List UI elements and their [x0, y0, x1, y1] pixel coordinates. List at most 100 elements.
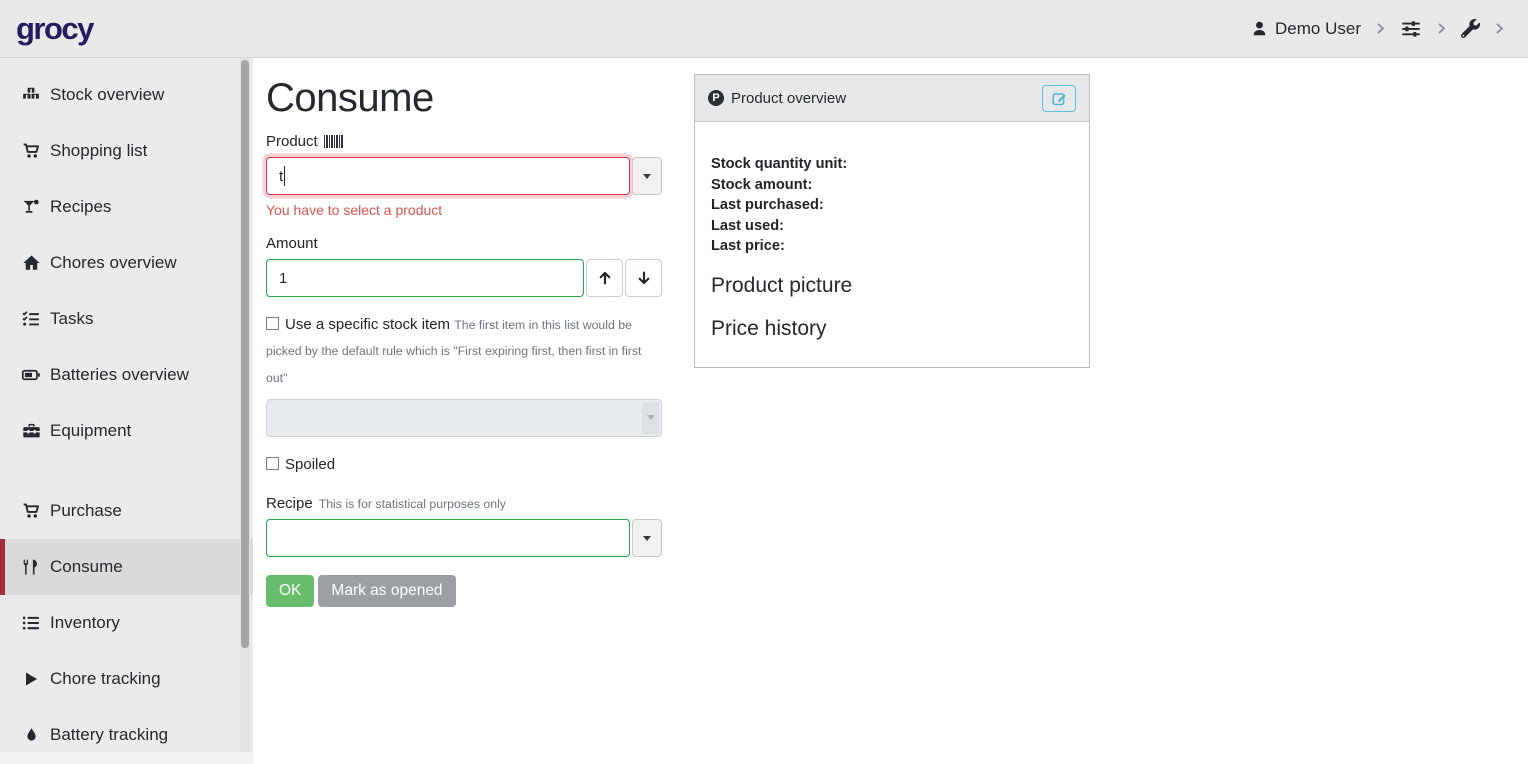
grocy-logo[interactable]: grocy	[16, 10, 94, 46]
chevron-right-icon	[1374, 22, 1387, 35]
card-header: P Product overview	[695, 75, 1089, 122]
form-buttons: OK Mark as opened	[266, 575, 662, 607]
boxes-icon	[21, 86, 41, 104]
spoiled-checkbox[interactable]	[266, 456, 279, 470]
mark-as-opened-button[interactable]: Mark as opened	[318, 575, 456, 607]
amount-input-value: 1	[279, 269, 288, 287]
spoiled-row: Spoiled	[266, 452, 662, 478]
main-content: Consume Product t You have to select a p…	[253, 58, 1528, 764]
sidebar-item-shopping-list[interactable]: Shopping list	[0, 123, 253, 179]
product-overview-card: P Product overview Stock quantity unit: …	[694, 74, 1090, 368]
consume-form: Consume Product t You have to select a p…	[266, 70, 662, 607]
edit-product-button[interactable]	[1042, 84, 1076, 112]
sidebar-item-label: Inventory	[50, 613, 120, 632]
utensils-icon	[21, 558, 41, 576]
ok-button[interactable]: OK	[266, 575, 315, 607]
product-icon: P	[708, 90, 724, 106]
play-icon	[21, 670, 41, 688]
page-title: Consume	[266, 76, 434, 120]
sidebar-item-purchase[interactable]: Purchase	[0, 483, 253, 539]
recipe-combobox	[266, 519, 662, 557]
top-navbar: grocy Demo User	[0, 0, 1528, 58]
shopping-cart-icon	[21, 502, 41, 520]
recipe-dropdown-button[interactable]	[632, 519, 662, 557]
specific-stock-item-row: Use a specific stock item The first item…	[266, 312, 662, 391]
sidebar-item-chores-overview[interactable]: Chores overview	[0, 235, 253, 291]
price-history-heading: Price history	[711, 316, 827, 340]
amount-row: 1	[266, 259, 662, 297]
sidebar-scrollbar-thumb[interactable]	[241, 60, 249, 648]
text-cursor	[284, 166, 286, 186]
caret-down-icon	[643, 535, 651, 541]
sidebar-item-recipes[interactable]: Recipes	[0, 179, 253, 235]
sidebar-item-label: Recipes	[50, 197, 112, 216]
amount-decrement-button[interactable]	[625, 259, 662, 297]
wrench-icon	[1461, 19, 1480, 38]
product-dropdown-button[interactable]	[632, 157, 662, 195]
stat-last-price: Last price:	[711, 238, 785, 254]
sidebar-hscrollbar-track	[0, 752, 253, 764]
sidebar-item-label: Stock overview	[50, 85, 165, 104]
sidebar-item-tasks[interactable]: Tasks	[0, 291, 253, 347]
recipe-label-row: Recipe This is for statistical purposes …	[266, 495, 662, 512]
sidebar-item-batteries-overview[interactable]: Batteries overview	[0, 347, 253, 403]
product-overview-panel: P Product overview Stock quantity unit: …	[694, 74, 1090, 368]
sidebar-item-stock-overview[interactable]: Stock overview	[0, 67, 253, 123]
amount-increment-button[interactable]	[586, 259, 623, 297]
user-menu[interactable]: Demo User	[1251, 19, 1361, 39]
user-name: Demo User	[1275, 18, 1361, 38]
list-icon	[21, 614, 41, 632]
product-label: Product	[266, 133, 318, 150]
recipe-hint: This is for statistical purposes only	[318, 496, 506, 511]
card-title-row: P Product overview	[708, 90, 846, 107]
shopping-cart-icon	[21, 142, 41, 160]
sidebar-item-label: Shopping list	[50, 141, 148, 160]
sidebar-item-label: Battery tracking	[50, 725, 169, 744]
battery-icon	[21, 366, 41, 384]
toolbox-icon	[21, 422, 41, 440]
chevron-down-icon	[646, 415, 655, 421]
sidebar-item-label: Chores overview	[50, 253, 177, 272]
sidebar-item-equipment[interactable]: Equipment	[0, 403, 253, 459]
sidebar-item-consume[interactable]: Consume	[0, 539, 253, 595]
specific-stock-item-hint: The first item in this list would be pic…	[266, 318, 642, 385]
sidebar-item-label: Purchase	[50, 501, 122, 520]
sidebar-item-label: Chore tracking	[50, 669, 161, 688]
sidebar-item-label: Equipment	[50, 421, 132, 440]
sidebar-group-divider	[0, 459, 253, 483]
recipe-input[interactable]	[266, 519, 630, 557]
home-icon	[21, 254, 41, 272]
amount-label-row: Amount	[266, 235, 662, 252]
recipe-label: Recipe	[266, 495, 313, 512]
cocktail-icon	[21, 198, 41, 216]
barcode-icon	[323, 135, 343, 148]
sidebar: Stock overview Shopping list Recipes Cho…	[0, 58, 253, 764]
sidebar-item-label: Batteries overview	[50, 365, 189, 384]
chevron-right-icon	[1435, 22, 1448, 35]
product-stats: Stock quantity unit: Stock amount: Last …	[711, 154, 1073, 257]
specific-stock-item-checkbox[interactable]	[266, 317, 279, 330]
sliders-icon	[1400, 19, 1422, 39]
stock-item-select[interactable]	[266, 398, 662, 437]
product-label-row: Product	[266, 133, 662, 150]
edit-icon	[1052, 91, 1067, 106]
sidebar-item-chore-tracking[interactable]: Chore tracking	[0, 651, 253, 707]
caret-down-icon	[643, 173, 651, 179]
sidebar-item-inventory[interactable]: Inventory	[0, 595, 253, 651]
amount-label: Amount	[266, 235, 318, 252]
stat-stock-amount: Stock amount:	[711, 176, 813, 193]
product-error-text: You have to select a product	[266, 202, 443, 218]
select-arrow-zone	[642, 401, 659, 434]
amount-input[interactable]: 1	[266, 259, 584, 297]
sidebar-item-label: Tasks	[50, 309, 94, 328]
stat-stock-quantity-unit: Stock quantity unit:	[711, 156, 848, 172]
sidebar-item-label: Consume	[50, 557, 123, 576]
settings-menu[interactable]	[1400, 19, 1422, 39]
product-combobox: t	[266, 157, 662, 195]
arrow-down-icon	[636, 270, 652, 286]
product-input[interactable]: t	[266, 157, 630, 195]
admin-menu[interactable]	[1461, 19, 1480, 38]
arrow-up-icon	[597, 270, 613, 286]
product-picture-heading: Product picture	[711, 273, 853, 297]
sidebar-item-battery-tracking[interactable]: Battery tracking	[0, 707, 253, 763]
